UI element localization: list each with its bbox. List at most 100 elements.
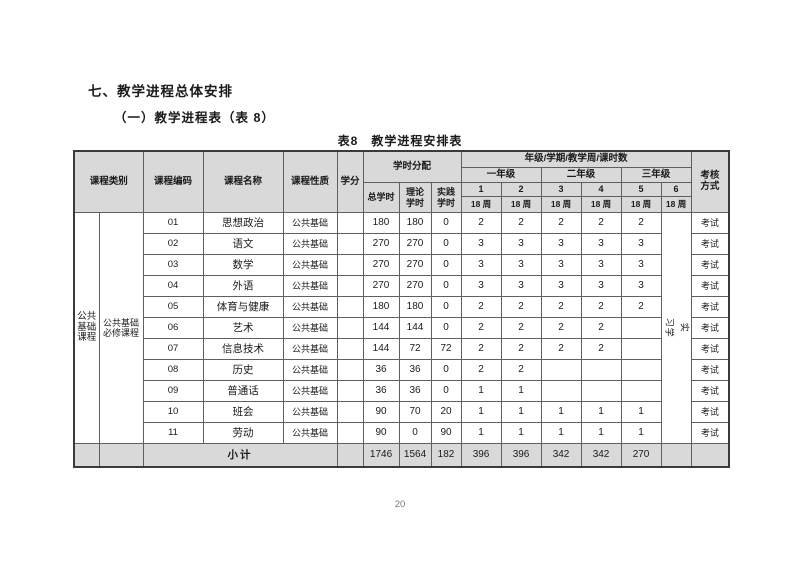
header-hours-practice: 实践 学时: [430, 182, 462, 213]
subtotal-hours-total: 1746: [362, 443, 400, 468]
semester6-note-cell: 拓展实 习学期: [660, 212, 692, 444]
table-header: 课程类别 课程编码 课程名称 课程性质 学分 学时分配 年级/学期/教学周/课时…: [73, 150, 730, 213]
cell-course-nature: 公共基础: [282, 254, 338, 276]
cell-semester-5: [620, 380, 662, 402]
header-weeks-6: 18 周: [660, 196, 692, 213]
cell-course-nature: 公共基础: [282, 275, 338, 297]
cell-assessment: 考试: [690, 422, 730, 444]
cell-course-nature: 公共基础: [282, 359, 338, 381]
header-semester-2: 2: [500, 182, 542, 197]
cell-hours-total: 144: [362, 317, 400, 339]
cell-hours-practice: 0: [430, 296, 462, 318]
cell-assessment: 考试: [690, 380, 730, 402]
cell-hours-total: 36: [362, 359, 400, 381]
cell-hours-total: 90: [362, 401, 400, 423]
header-name: 课程名称: [202, 150, 284, 213]
header-hours-total: 总学时: [362, 182, 400, 213]
cell-semester-5: 2: [620, 296, 662, 318]
header-nature: 课程性质: [282, 150, 338, 213]
cell-semester-2: 2: [500, 296, 542, 318]
cell-course-nature: 公共基础: [282, 296, 338, 318]
cell-hours-total: 180: [362, 212, 400, 234]
cell-semester-1: 2: [460, 296, 502, 318]
cell-semester-1: 1: [460, 380, 502, 402]
cell-course-name: 艺术: [202, 317, 284, 339]
cell-course-code: 10: [142, 401, 204, 423]
cell-hours-practice: 20: [430, 401, 462, 423]
cell-semester-2: 3: [500, 233, 542, 255]
cell-course-code: 02: [142, 233, 204, 255]
page-number: 20: [394, 499, 406, 510]
cell-semester-1: 3: [460, 233, 502, 255]
header-category: 课程类别: [73, 150, 144, 213]
cell-semester-2: 3: [500, 254, 542, 276]
cell-hours-total: 270: [362, 275, 400, 297]
cell-course-code: 06: [142, 317, 204, 339]
header-semester-5: 5: [620, 182, 662, 197]
cell-semester-1: 2: [460, 338, 502, 360]
cell-semester-3: 2: [540, 212, 582, 234]
cell-semester-2: 1: [500, 380, 542, 402]
cell-semester-3: 1: [540, 422, 582, 444]
section-heading: 七、教学进程总体安排: [88, 84, 233, 99]
cell-hours-total: 90: [362, 422, 400, 444]
cell-course-nature: 公共基础: [282, 317, 338, 339]
cell-semester-1: 2: [460, 359, 502, 381]
table-row: 07 信息技术 公共基础 144 72 72 2 2 2 2 考试: [74, 338, 730, 360]
semester6-note-text: 拓展实 习学期: [664, 317, 689, 338]
cell-semester-1: 3: [460, 275, 502, 297]
subtotal-credit: [336, 443, 364, 468]
cell-semester-3: 1: [540, 401, 582, 423]
cell-hours-practice: 90: [430, 422, 462, 444]
table-caption: 表8 教学进程安排表: [337, 134, 463, 148]
cell-course-code: 04: [142, 275, 204, 297]
cell-hours-practice: 0: [430, 380, 462, 402]
cell-assessment: 考试: [690, 233, 730, 255]
cell-semester-1: 2: [460, 212, 502, 234]
cell-course-name: 普通话: [202, 380, 284, 402]
cell-semester-4: 3: [580, 254, 622, 276]
cell-hours-theory: 70: [398, 401, 432, 423]
cell-semester-5: 3: [620, 254, 662, 276]
subsection-heading: （一）教学进程表（表 8）: [114, 111, 275, 125]
cell-assessment: 考试: [690, 317, 730, 339]
cell-credit: [336, 296, 364, 318]
cell-course-nature: 公共基础: [282, 401, 338, 423]
cell-semester-3: 2: [540, 296, 582, 318]
subtotal-subcategory-cell: [98, 443, 144, 468]
cell-course-code: 07: [142, 338, 204, 360]
table-row: 11 劳动 公共基础 90 0 90 1 1 1 1 1 考试: [74, 422, 730, 444]
cell-semester-2: 1: [500, 401, 542, 423]
cell-course-name: 信息技术: [202, 338, 284, 360]
cell-semester-5: 1: [620, 401, 662, 423]
table-row: 06 艺术 公共基础 144 144 0 2 2 2 2 考试: [74, 317, 730, 339]
cell-semester-3: 3: [540, 233, 582, 255]
cell-hours-total: 36: [362, 380, 400, 402]
cell-course-name: 外语: [202, 275, 284, 297]
cell-course-code: 03: [142, 254, 204, 276]
cell-course-nature: 公共基础: [282, 212, 338, 234]
cell-semester-4: 3: [580, 275, 622, 297]
cell-semester-4: 2: [580, 338, 622, 360]
subtotal-s5: 270: [620, 443, 662, 468]
category-cell: 公共 基础 课程: [73, 212, 100, 444]
cell-hours-theory: 36: [398, 380, 432, 402]
table-row: 09 普通话 公共基础 36 36 0 1 1 考试: [74, 380, 730, 402]
subtotal-assess: [690, 443, 730, 468]
cell-semester-3: 2: [540, 317, 582, 339]
cell-semester-5: 3: [620, 275, 662, 297]
cell-semester-3: 2: [540, 338, 582, 360]
cell-course-name: 思想政治: [202, 212, 284, 234]
cell-semester-5: [620, 359, 662, 381]
header-credit: 学分: [336, 150, 364, 213]
cell-assessment: 考试: [690, 254, 730, 276]
cell-credit: [336, 401, 364, 423]
header-grade3: 三年级: [620, 167, 692, 183]
cell-course-code: 05: [142, 296, 204, 318]
cell-assessment: 考试: [690, 401, 730, 423]
cell-semester-3: [540, 380, 582, 402]
header-grade2: 二年级: [540, 167, 622, 183]
cell-credit: [336, 380, 364, 402]
subtotal-s6: [660, 443, 692, 468]
header-weeks-4: 18 周: [580, 196, 622, 213]
